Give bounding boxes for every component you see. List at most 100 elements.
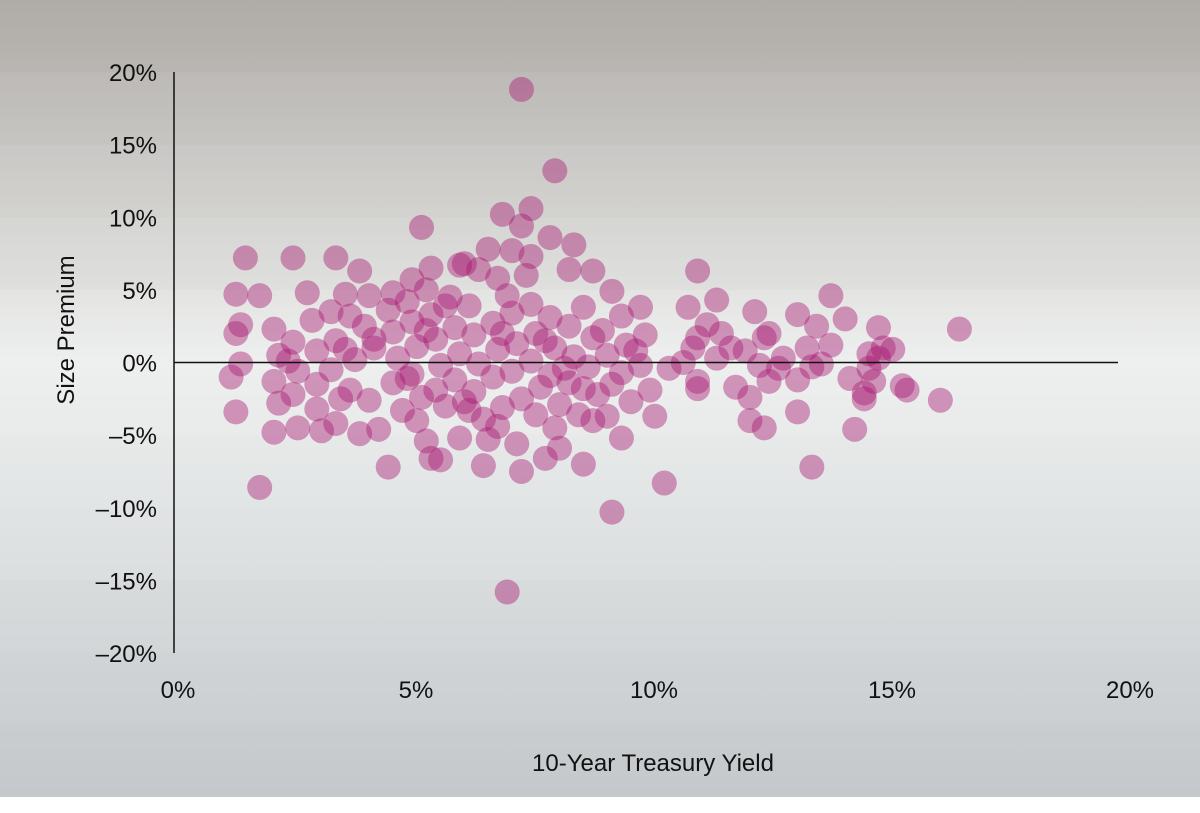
data-point <box>808 351 834 377</box>
data-point <box>856 341 882 367</box>
data-point <box>470 453 496 479</box>
data-point <box>442 315 468 341</box>
data-point <box>404 408 430 434</box>
data-point <box>475 236 501 262</box>
data-point <box>394 288 420 314</box>
data-point <box>594 342 620 368</box>
data-point <box>261 419 287 445</box>
data-point <box>585 381 611 407</box>
data-point <box>518 243 544 269</box>
data-point <box>599 499 625 525</box>
data-point <box>494 579 520 605</box>
data-point <box>865 315 891 341</box>
data-points <box>218 76 972 605</box>
data-point <box>228 312 254 338</box>
data-point <box>651 470 677 496</box>
data-point <box>704 287 730 313</box>
data-point <box>547 392 573 418</box>
data-point <box>447 425 473 451</box>
data-point <box>328 386 354 412</box>
data-point <box>494 283 520 309</box>
data-point <box>627 352 653 378</box>
background-band <box>0 290 1200 362</box>
data-point <box>732 338 758 364</box>
data-point <box>642 403 668 429</box>
data-point <box>537 225 563 251</box>
data-point <box>518 291 544 317</box>
data-point <box>285 358 311 384</box>
y-axis-title: Size Premium <box>53 255 80 404</box>
y-tick-label: –20% <box>96 641 157 668</box>
data-point <box>742 299 768 325</box>
data-point <box>223 399 249 425</box>
data-point <box>737 384 763 410</box>
data-point <box>608 360 634 386</box>
data-point <box>394 365 420 391</box>
x-tick-label: 5% <box>399 677 434 704</box>
data-point <box>832 306 858 332</box>
data-point <box>723 374 749 400</box>
data-point <box>770 345 796 371</box>
data-point <box>337 303 363 329</box>
data-point <box>447 252 473 278</box>
data-point <box>261 368 287 394</box>
data-point <box>618 389 644 415</box>
data-point <box>280 245 306 271</box>
data-point <box>508 76 534 102</box>
data-point <box>613 332 639 358</box>
data-point <box>413 277 439 303</box>
data-point <box>594 403 620 429</box>
data-point <box>737 408 763 434</box>
data-point <box>599 371 625 397</box>
data-point <box>285 415 311 441</box>
data-point <box>623 338 649 364</box>
data-point <box>499 238 525 264</box>
data-point <box>889 373 915 399</box>
data-point <box>475 426 501 452</box>
data-point <box>927 387 953 413</box>
data-point <box>423 326 449 352</box>
data-point <box>399 361 425 387</box>
y-tick-label: –10% <box>96 496 157 523</box>
data-point <box>361 326 387 352</box>
data-point <box>304 338 330 364</box>
data-point <box>518 196 544 222</box>
data-point <box>718 335 744 361</box>
data-point <box>456 397 482 423</box>
data-point <box>247 474 273 500</box>
data-point <box>627 294 653 320</box>
data-point <box>851 380 877 406</box>
data-point <box>865 345 891 371</box>
data-point <box>280 381 306 407</box>
data-point <box>223 281 249 307</box>
data-point <box>375 454 401 480</box>
data-point <box>708 320 734 346</box>
data-point <box>218 364 244 390</box>
data-point <box>247 283 273 309</box>
data-point <box>480 364 506 390</box>
data-point <box>461 379 487 405</box>
data-point <box>380 280 406 306</box>
data-point <box>304 371 330 397</box>
data-point <box>499 358 525 384</box>
data-point <box>413 318 439 344</box>
data-point <box>418 445 444 471</box>
data-point <box>537 363 563 389</box>
data-point <box>480 310 506 336</box>
data-point <box>323 328 349 354</box>
data-point <box>466 351 492 377</box>
data-point <box>685 368 711 394</box>
y-tick-label: 15% <box>109 133 157 160</box>
data-point <box>837 365 863 391</box>
axes <box>173 72 1118 653</box>
data-point <box>794 335 820 361</box>
data-point <box>323 411 349 437</box>
data-point <box>380 319 406 345</box>
data-point <box>451 251 477 277</box>
background-band <box>0 580 1200 653</box>
data-point <box>323 245 349 271</box>
data-point <box>223 320 249 346</box>
data-point <box>580 408 606 434</box>
data-point <box>356 387 382 413</box>
data-point <box>485 265 511 291</box>
